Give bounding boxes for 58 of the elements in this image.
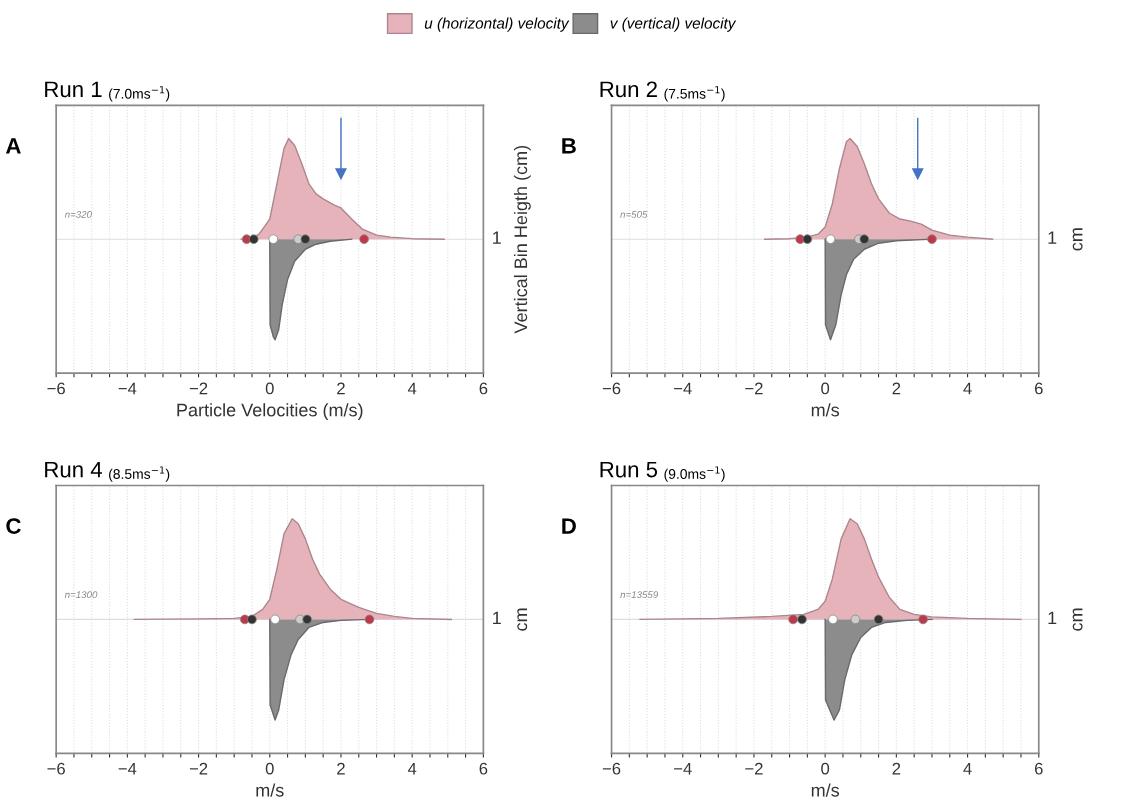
legend-label: v (vertical) velocity (610, 17, 737, 32)
x-axis-title: m/s (811, 783, 840, 797)
x-tick-label: 2 (892, 382, 901, 395)
x-tick-label: 0 (265, 762, 274, 775)
x-tick-label: −6 (47, 382, 65, 395)
chart-title: Run 1 (45, 81, 102, 98)
x-tick-label: −2 (189, 762, 208, 775)
x-axis-title: Particle Velocities (m/s) (177, 403, 363, 421)
y-axis-title: cm (1072, 228, 1083, 251)
x-tick-label: −6 (602, 382, 621, 395)
chart-subtitle: (8.5ms$^{−1}$) (109, 466, 170, 482)
x-tick-label: 0 (265, 382, 274, 395)
x-tick-label: −4 (118, 762, 137, 775)
chart-subtitle: (7.0ms$^{−1}$) (109, 86, 170, 102)
x-tick-label: −4 (674, 762, 692, 775)
x-tick-label: 6 (1034, 762, 1043, 775)
text: A (5, 138, 21, 154)
x-tick-label: 2 (337, 762, 345, 775)
text: 1 (493, 611, 501, 625)
y-axis-title: Vertical Bin Heigth (cm) (513, 145, 531, 334)
x-tick-label: −4 (674, 382, 692, 395)
text: 1 (1048, 611, 1057, 625)
annotation: n=320 (64, 210, 92, 218)
y-axis-title: cm (517, 608, 528, 631)
x-tick-label: 4 (963, 762, 972, 775)
x-tick-label: −2 (189, 382, 208, 395)
chart-title: Run 4 (45, 461, 102, 478)
x-tick-label: 4 (407, 382, 417, 395)
chart-subtitle: (9.0ms$^{−1}$) (664, 466, 725, 482)
annotation: n=1300 (64, 591, 98, 599)
x-tick-label: −6 (47, 762, 65, 775)
legend-label: u (horizontal) velocity (424, 17, 570, 32)
x-axis-title: m/s (256, 783, 284, 797)
x-tick-label: −6 (602, 762, 621, 775)
chart-subtitle: (7.5ms$^{−1}$) (664, 86, 725, 102)
text: B (562, 138, 576, 154)
text: C (6, 518, 21, 534)
y-axis-title: cm (1072, 608, 1083, 631)
x-tick-label: 6 (1034, 382, 1043, 395)
annotation: n=505 (620, 210, 648, 218)
chart-title: Run 5 (600, 461, 658, 478)
x-tick-label: 2 (337, 382, 345, 395)
x-tick-label: 6 (479, 762, 488, 775)
x-tick-label: 2 (892, 762, 901, 775)
text: D (562, 518, 576, 534)
text: 1 (1048, 231, 1057, 244)
x-tick-label: −2 (745, 382, 763, 395)
x-axis-title: m/s (811, 403, 840, 417)
x-tick-label: −2 (745, 762, 763, 775)
x-tick-label: −4 (118, 382, 137, 395)
chart-title: Run 2 (600, 81, 657, 98)
x-tick-label: 4 (407, 762, 417, 775)
x-tick-label: 0 (821, 762, 830, 775)
x-tick-label: 6 (479, 382, 488, 395)
text: 1 (493, 231, 501, 244)
x-tick-label: 0 (821, 382, 830, 395)
annotation: n=13559 (620, 591, 659, 599)
x-tick-label: 4 (963, 382, 972, 395)
